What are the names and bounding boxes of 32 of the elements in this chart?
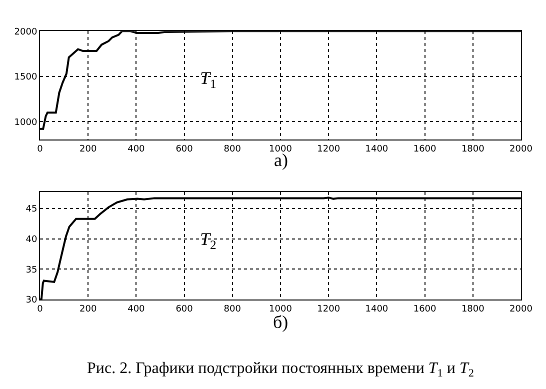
x-tick-label: 200 xyxy=(80,144,97,155)
y-tick-label: 30 xyxy=(26,296,38,306)
x-tick-label: 1600 xyxy=(413,304,437,314)
x-tick-label: 1000 xyxy=(269,304,292,314)
y-tick-label: 2000 xyxy=(14,27,38,38)
x-tick-label: 400 xyxy=(128,304,146,314)
x-tick-label: 0 xyxy=(37,144,44,155)
x-tick-label: 1400 xyxy=(365,304,388,314)
x-axis-title: б) xyxy=(273,312,288,332)
y-tick-label: 1500 xyxy=(14,72,38,83)
x-tick-label: 1200 xyxy=(317,304,340,314)
x-tick-label: 1600 xyxy=(413,144,437,155)
y-tick-label: 45 xyxy=(26,204,38,215)
x-tick-label: 1400 xyxy=(365,144,388,155)
x-tick-label: 1200 xyxy=(317,144,340,155)
series-label: T$_{2}$ xyxy=(200,229,216,252)
x-tick-label: 0 xyxy=(37,304,44,314)
x-tick-label: 2000 xyxy=(510,304,533,314)
y-tick-label: 1000 xyxy=(14,118,38,128)
x-tick-label: 200 xyxy=(80,304,97,314)
x-tick-label: 600 xyxy=(176,144,194,155)
x-tick-label: 600 xyxy=(176,304,194,314)
y-tick-label: 40 xyxy=(26,235,38,246)
text: Рис. 2. Графики подстройки постоянных времени T$_{1}$ и T$_{2}$ xyxy=(87,360,474,380)
x-tick-label: 1800 xyxy=(461,144,485,155)
x-tick-label: 800 xyxy=(224,304,242,314)
x-tick-label: 400 xyxy=(128,144,146,155)
x-tick-label: 1800 xyxy=(461,304,485,314)
text: T$_{1}$ xyxy=(200,68,216,91)
x-tick-label: 800 xyxy=(224,144,242,155)
x-tick-label: 2000 xyxy=(510,144,533,155)
y-tick-label: 35 xyxy=(26,265,38,276)
